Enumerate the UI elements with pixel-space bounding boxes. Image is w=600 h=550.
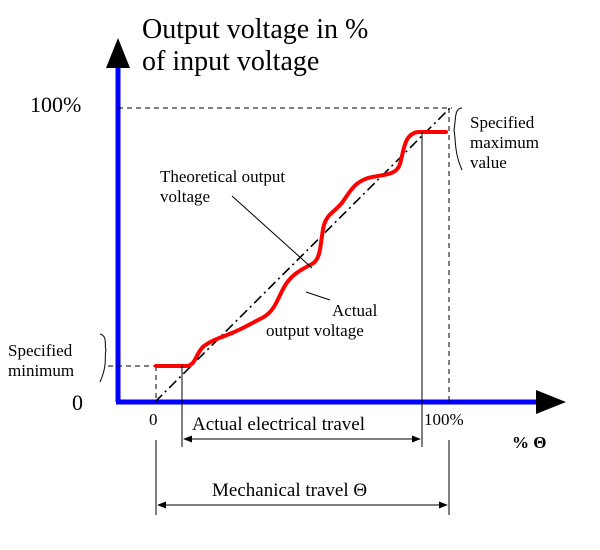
title-line-2: of input voltage (142, 46, 319, 77)
title-line-1: Output voltage in % (142, 14, 368, 45)
spec-min-label-1: Specified (8, 341, 73, 360)
x-unit-label: % Θ (512, 433, 546, 452)
actual-output-curve (154, 130, 448, 368)
spec-max-label-3: value (470, 153, 507, 172)
actual-label-1: Actual (332, 301, 378, 320)
x-axis-arrowhead (536, 390, 566, 414)
spec-min-label-2: minimum (8, 361, 74, 380)
x-end-label: 100% (424, 410, 464, 429)
theoretical-label-1: Theoretical output (160, 167, 285, 186)
y-origin-label: 0 (72, 390, 83, 415)
actual-leader-line (305, 291, 331, 301)
spec-max-brace (453, 107, 463, 171)
x-start-label: 0 (149, 410, 158, 429)
y-axis-arrowhead (106, 38, 130, 68)
theoretical-leader-line (231, 195, 313, 269)
spec-max-label-2: maximum (470, 133, 539, 152)
actual-label-2: output voltage (266, 321, 364, 340)
spec-min-brace (99, 333, 107, 383)
spec-max-label-1: Specified (470, 113, 535, 132)
mechanical-travel-label: Mechanical travel Θ (212, 480, 367, 501)
theoretical-output-line (154, 107, 451, 403)
y-top-label: 100% (30, 92, 81, 117)
theoretical-label-2: voltage (160, 187, 210, 206)
actual-travel-label: Actual electrical travel (192, 414, 365, 435)
